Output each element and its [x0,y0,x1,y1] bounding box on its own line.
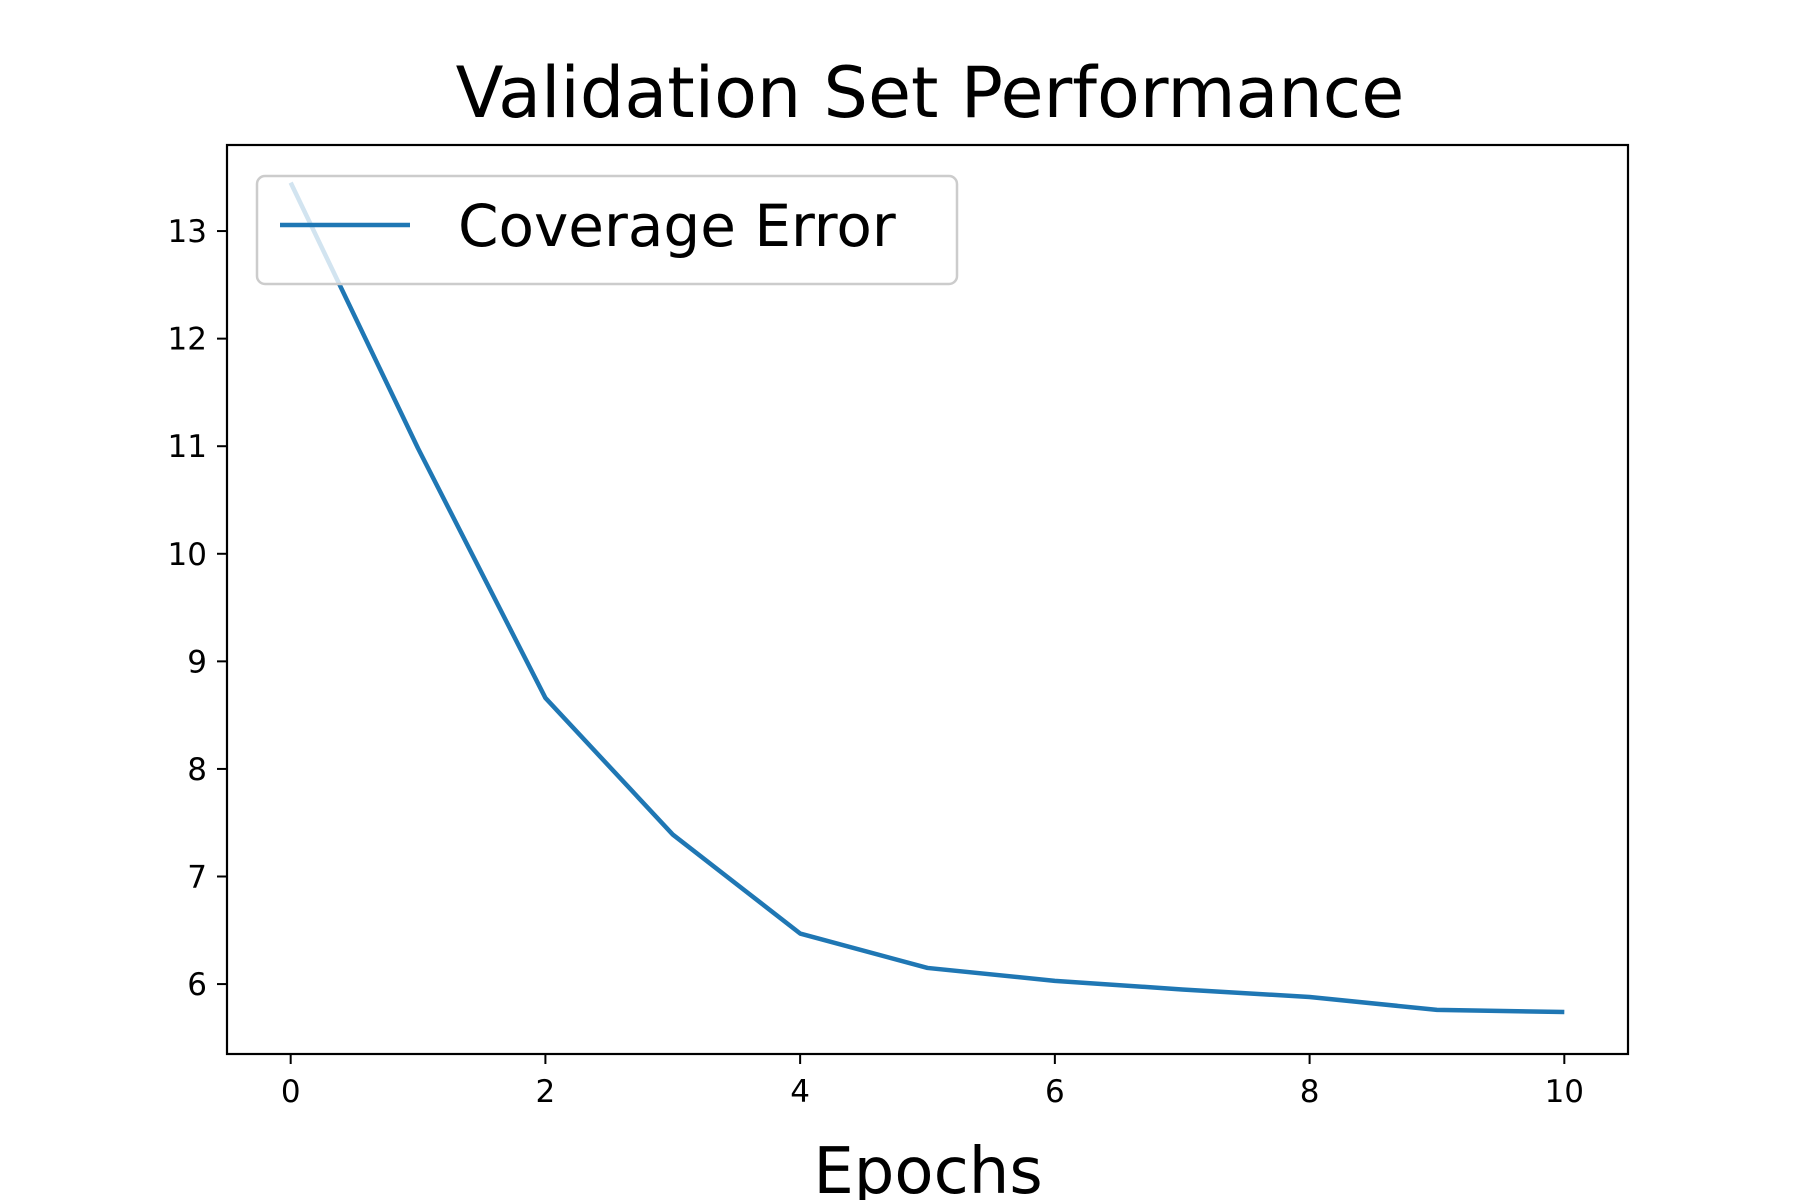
series-layer [288,181,1565,1015]
x-tick-label: 2 [536,1074,556,1110]
x-tick-label: 10 [1545,1074,1584,1110]
y-tick-label: 13 [168,214,207,250]
y-axis: 6 7 8 9 10 11 12 13 [168,214,227,1003]
x-tick-label: 6 [1045,1074,1065,1110]
x-axis: 0 2 4 6 8 10 [281,1054,1584,1110]
plot-frame [225,143,1630,1056]
x-axis-label: Epochs [813,1135,1042,1200]
chart-title: Validation Set Performance [456,52,1405,134]
y-tick-label: 9 [187,644,207,680]
legend-label-coverage-error: Coverage Error [458,192,896,260]
plot-area: 0 2 4 6 8 10 6 7 8 9 10 11 12 13 [168,143,1630,1110]
y-tick-label: 11 [168,429,207,465]
x-tick-label: 0 [281,1074,301,1110]
y-tick-label: 12 [168,322,207,358]
x-tick-label: 8 [1300,1074,1320,1110]
legend-box [255,174,959,286]
y-tick-label: 7 [187,860,207,896]
y-tick-label: 8 [187,752,207,788]
y-tick-label: 10 [168,537,207,573]
y-tick-label: 6 [187,967,207,1003]
x-tick-label: 4 [790,1074,810,1110]
series-line-coverage-error [288,181,1565,1015]
legend: Coverage Error [255,174,959,286]
